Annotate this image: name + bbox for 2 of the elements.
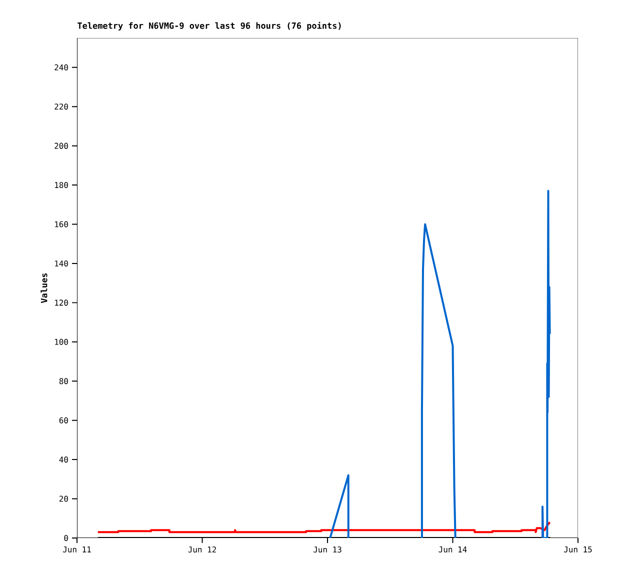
- chart-title: Telemetry for N6VMG-9 over last 96 hours (76 points): [78, 22, 341, 30]
- y-axis-title: Values: [40, 273, 48, 304]
